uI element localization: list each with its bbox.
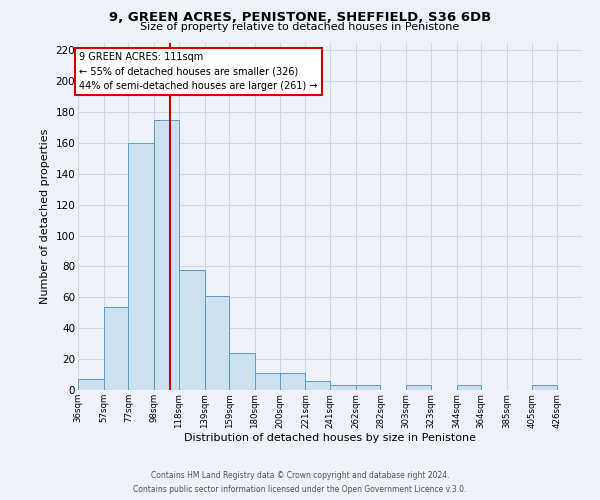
Text: 9 GREEN ACRES: 111sqm
← 55% of detached houses are smaller (326)
44% of semi-det: 9 GREEN ACRES: 111sqm ← 55% of detached … [79, 52, 318, 92]
X-axis label: Distribution of detached houses by size in Penistone: Distribution of detached houses by size … [184, 433, 476, 443]
Text: Size of property relative to detached houses in Penistone: Size of property relative to detached ho… [140, 22, 460, 32]
Bar [205, 296, 229, 390]
Y-axis label: Number of detached properties: Number of detached properties [40, 128, 50, 304]
Bar [78, 379, 104, 390]
Bar [280, 373, 305, 390]
Bar [104, 306, 128, 390]
Bar [457, 386, 481, 390]
Bar [154, 120, 179, 390]
Bar [128, 143, 154, 390]
Bar [330, 386, 356, 390]
Text: 9, GREEN ACRES, PENISTONE, SHEFFIELD, S36 6DB: 9, GREEN ACRES, PENISTONE, SHEFFIELD, S3… [109, 11, 491, 24]
Bar [356, 386, 380, 390]
Bar [305, 380, 330, 390]
Bar [179, 270, 205, 390]
Bar [229, 353, 255, 390]
Bar [406, 386, 431, 390]
Bar [532, 386, 557, 390]
Text: Contains HM Land Registry data © Crown copyright and database right 2024.
Contai: Contains HM Land Registry data © Crown c… [133, 472, 467, 494]
Bar [582, 387, 600, 390]
Bar [255, 373, 280, 390]
